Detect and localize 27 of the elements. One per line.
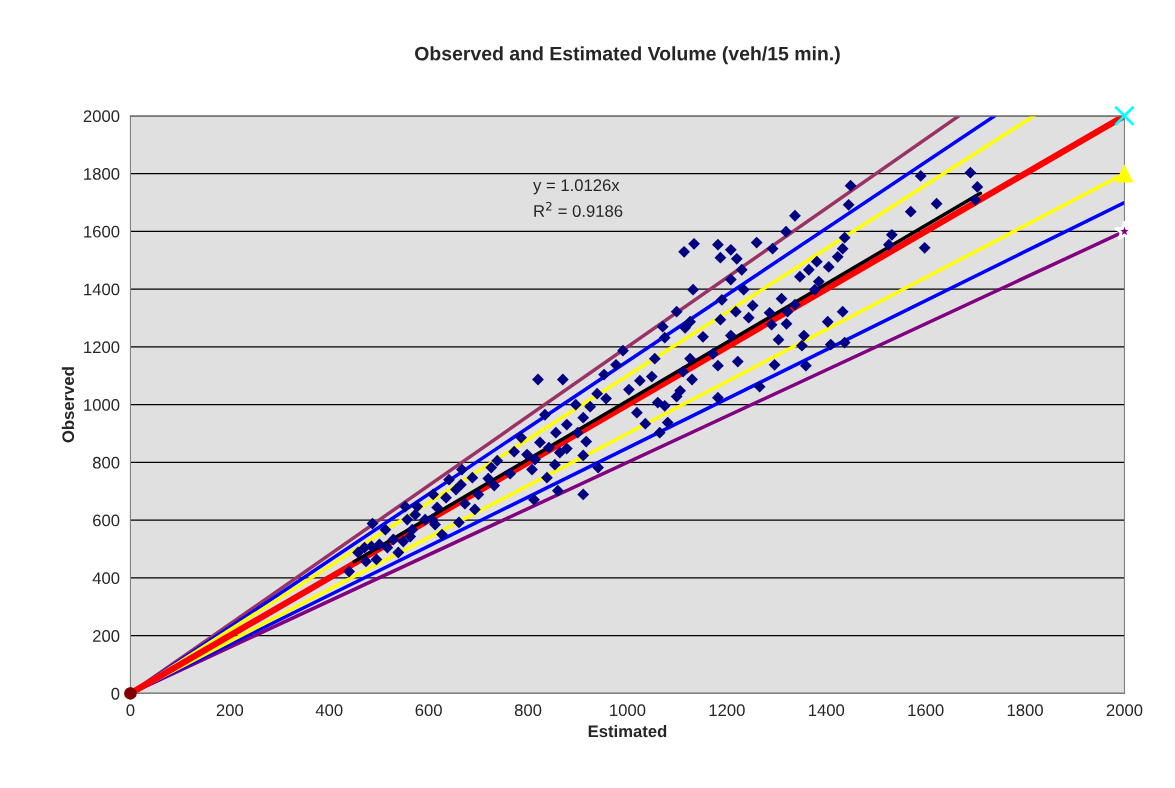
x-tick-label: 600 <box>415 704 442 717</box>
y-tick-label: 1400 <box>84 283 120 296</box>
x-axis-title: Estimated <box>588 724 667 738</box>
x-tick-label: 200 <box>216 704 244 717</box>
x-tick-label: 1200 <box>709 704 745 717</box>
x-tick-label: 1000 <box>610 704 646 717</box>
x-tick-label: 2000 <box>1106 704 1143 717</box>
x-tick-label: 0 <box>126 704 135 717</box>
x-tick-label: 800 <box>514 704 542 717</box>
y-tick-label: 800 <box>92 456 120 469</box>
y-tick-label: 1800 <box>84 168 120 180</box>
y-tick-label: 1600 <box>84 225 120 238</box>
y-tick-label: 1000 <box>84 399 120 411</box>
y-axis-title: Observed <box>61 367 75 443</box>
y-tick-label: 1200 <box>84 341 120 354</box>
x-tick-label: 1600 <box>908 704 944 717</box>
y-tick-label: 400 <box>92 572 120 585</box>
y-tick-label: 2000 <box>83 110 120 123</box>
chart-title: Observed and Estimated Volume (veh/15 min.) <box>415 46 840 65</box>
y-tick-label: 600 <box>93 514 120 527</box>
y-tick-label: 200 <box>93 630 120 642</box>
x-tick-label: 1400 <box>808 704 845 717</box>
y-tick-label: 0 <box>111 687 120 700</box>
annotation: y = 1.0126x <box>533 179 620 195</box>
annotation: R$^{2}$ = 0.9186 <box>534 201 623 217</box>
x-tick-label: 400 <box>315 704 343 717</box>
x-tick-label: 1800 <box>1007 704 1043 717</box>
